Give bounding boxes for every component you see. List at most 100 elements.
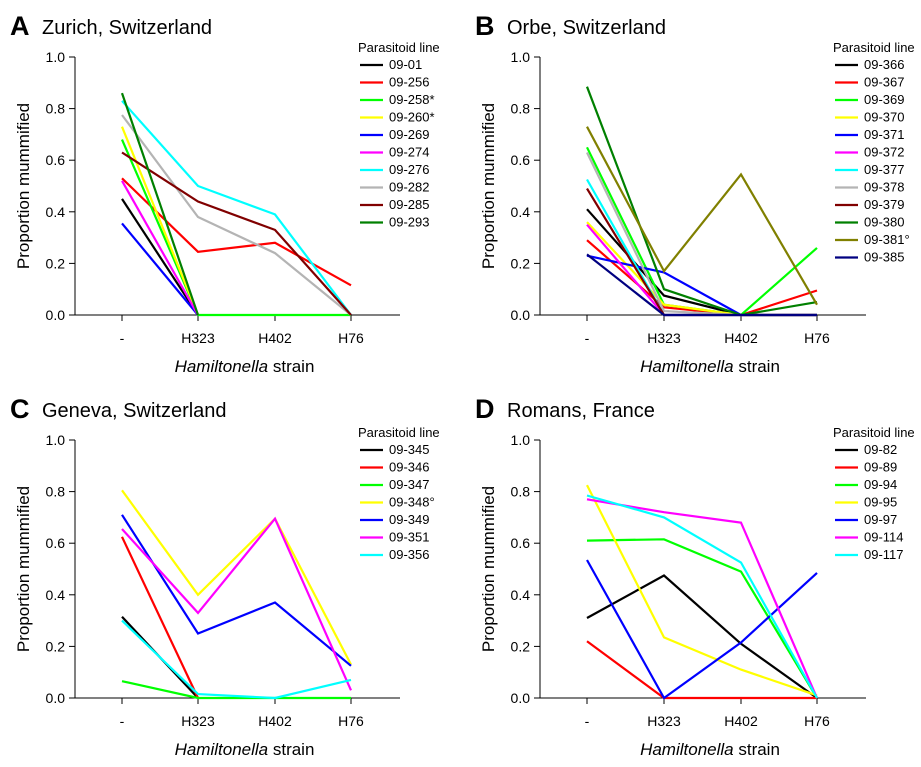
x-tick-label: H402 [258,330,292,346]
series-line-09-117 [586,494,818,699]
y-tick-label: 0.6 [46,535,66,551]
x-tick-label: - [120,330,125,346]
y-tick-label: 0.0 [511,690,531,706]
x-tick-label: - [585,713,590,729]
series-line-09-348 [121,489,352,666]
legend-label: 09-260* [389,110,435,125]
x-axis-title-rest: strain [734,740,780,759]
series-line-09-349 [121,514,352,667]
legend-label: 09-385 [864,250,904,265]
y-axis-title: Proportion mummified [479,103,498,269]
panel-letter: C [10,394,30,424]
series-line-09-385 [586,253,817,317]
legend-label: 09-378 [864,180,904,195]
legend-label: 09-370 [864,110,904,125]
series-line-09-258 [120,139,351,317]
x-axis-title-italic: Hamiltonella [175,357,269,376]
x-tick-label: H76 [804,330,830,346]
x-tick-label: H402 [724,330,758,346]
x-tick-label: H402 [724,713,758,729]
series-line-09-351 [121,516,353,691]
series-line-09-269 [121,222,199,316]
x-axis-title-rest: strain [268,357,314,376]
panel-c: C Geneva, Switzerland 0.0 0.2 0.4 0.6 0.8 1.0 - H… [10,394,440,759]
panel-a: A Zurich, Switzerland 0.0 0.2 0.4 0.6 0.8 1.0 - H… [10,11,440,376]
series-line-09-276 [121,100,352,316]
legend-label: 09-348° [389,495,435,510]
legend: Parasitoid line 09-345 09-346 09-347 09-348°… [358,425,440,562]
legend-label: 09-285 [389,197,429,212]
legend-label: 09-377 [864,162,904,177]
legend: Parasitoid line 09-82 09-89 09-94 09-95 09-97… [833,425,915,562]
y-tick-label: 0.8 [46,101,66,117]
legend-label: 09-95 [864,495,897,510]
x-tick-label: H323 [181,713,215,729]
series-line-09-379 [586,188,817,317]
series-line-09-347 [121,680,351,700]
x-axis-title-italic: Hamiltonella [640,357,734,376]
x-tick-label: - [585,330,590,346]
legend-label: 09-347 [389,477,429,492]
panel-title: Zurich, Switzerland [42,17,212,39]
legend-title: Parasitoid line [833,40,915,55]
legend-label: 09-349 [389,512,429,527]
x-tick-label: H76 [338,330,364,346]
y-tick-label: 0.0 [46,307,66,323]
x-tick-label: H402 [258,713,292,729]
legend-label: 09-117 [864,547,904,562]
y-tick-label: 1.0 [46,49,66,65]
y-tick-label: 1.0 [46,432,66,448]
legend-label: 09-269 [389,127,429,142]
x-axis-title-italic: Hamiltonella [175,740,269,759]
legend-label: 09-345 [389,442,429,457]
legend-label: 09-258* [389,92,435,107]
legend: Parasitoid line 09-01 09-256 09-258* 09-260*… [358,40,440,230]
y-tick-label: 0.6 [511,535,531,551]
legend-label: 09-114 [864,530,904,545]
y-tick-label: 1.0 [511,49,531,65]
series-line-09-274 [121,180,199,316]
panel-letter: B [475,11,495,41]
legend-label: 09-94 [864,477,897,492]
legend: Parasitoid line 09-366 09-367 09-369 09-370 0… [833,40,915,265]
legend-label: 09-367 [864,75,904,90]
series-line-09-94 [586,538,818,699]
series-line-09-89 [586,640,817,700]
series-line-09-346 [121,536,199,699]
series-line-09-293 [120,92,200,316]
panel-d: D Romans, France 0.0 0.2 0.4 0.6 0.8 1.0 - H323 H4… [475,394,915,759]
y-axis-title: Proportion mummified [14,103,33,269]
y-tick-label: 0.2 [511,255,531,271]
legend-label: 09-346 [389,460,429,475]
y-tick-label: 1.0 [511,432,531,448]
x-axis-title: Hamiltonella strain [640,740,780,759]
y-tick-label: 0.8 [511,484,531,500]
legend-label: 09-381° [864,232,910,247]
legend-label: 09-369 [864,92,904,107]
y-tick-label: 0.0 [46,690,66,706]
y-tick-label: 0.4 [46,204,66,220]
x-tick-label: H323 [647,330,681,346]
y-tick-label: 0.6 [511,152,531,168]
legend-label: 09-351 [389,530,429,545]
legend-label: 09-372 [864,145,904,160]
series-line-09-260 [120,126,200,316]
legend-label: 09-371 [864,127,904,142]
legend-label: 09-282 [389,180,429,195]
y-tick-label: 0.4 [511,204,531,220]
legend-label: 09-293 [389,215,429,230]
x-axis-title-rest: strain [734,357,780,376]
x-tick-label: H323 [647,713,681,729]
series-line-09-95 [586,484,818,697]
legend-label: 09-01 [389,57,422,72]
y-tick-label: 0.8 [46,484,66,500]
series-line-09-01 [121,198,199,316]
series-line-09-356 [121,619,352,700]
x-axis-title: Hamiltonella strain [175,740,315,759]
x-axis-title-rest: strain [268,740,314,759]
y-tick-label: 0.8 [511,101,531,117]
series-line-09-381 [586,126,818,306]
panel-letter: A [10,11,30,41]
panel-title: Geneva, Switzerland [42,400,227,422]
